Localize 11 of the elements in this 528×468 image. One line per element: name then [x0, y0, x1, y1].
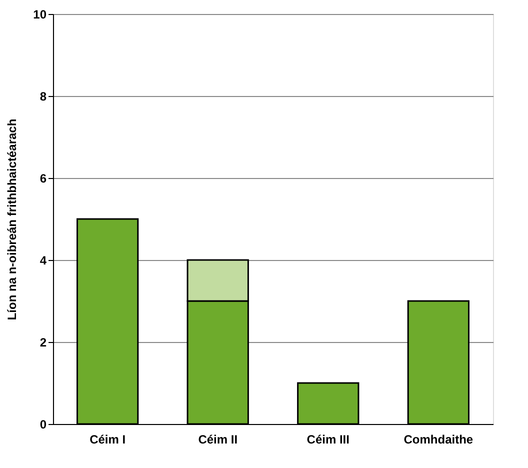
y-tick-label: 10	[33, 8, 47, 22]
x-tick-label: Céim I	[90, 432, 126, 446]
y-axis-title: Líon na n-oibreán frithbhaictéarach	[5, 118, 20, 320]
y-tick-label: 6	[40, 172, 47, 186]
x-tick-label: Comhdaithe	[404, 432, 474, 446]
y-tick-label: 4	[40, 254, 47, 268]
x-tick-label: Céim II	[198, 432, 238, 446]
y-tick-label: 8	[40, 90, 47, 104]
y-tick-label: 0	[40, 418, 47, 432]
y-tick-label: 2	[40, 336, 47, 350]
x-tick-label: Céim III	[306, 432, 350, 446]
